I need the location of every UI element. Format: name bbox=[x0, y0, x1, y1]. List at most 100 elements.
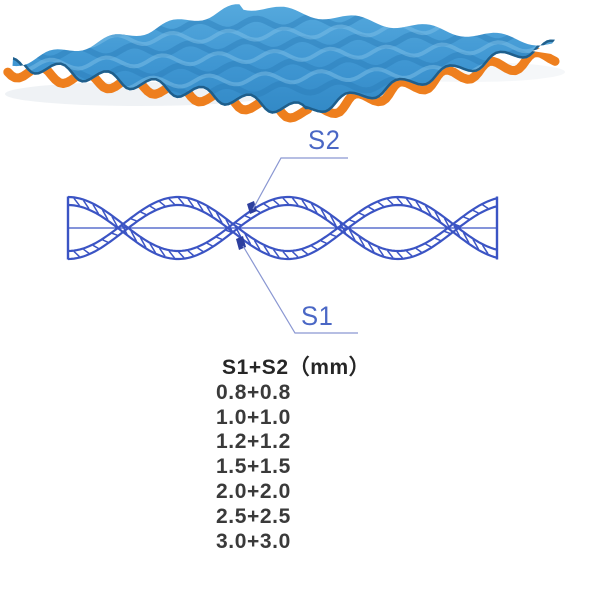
weave-hatch-mark bbox=[263, 203, 270, 209]
weave-hatch-mark bbox=[349, 219, 356, 223]
s1-leader-line bbox=[242, 245, 358, 334]
weave-hatch-mark bbox=[92, 244, 99, 250]
weave-hatch-mark bbox=[311, 245, 318, 250]
spec-row: 1.2+1.2 bbox=[216, 430, 291, 454]
weave-hatch-mark bbox=[225, 229, 232, 233]
weave-hatch-mark bbox=[462, 232, 470, 244]
weave-hatch-mark bbox=[73, 197, 81, 206]
spec-row: 2.0+2.0 bbox=[216, 479, 291, 503]
weave-hatch-mark bbox=[244, 215, 251, 219]
weave-hatch-mark bbox=[282, 251, 290, 259]
weave-hatch-mark bbox=[291, 251, 299, 258]
weave-hatch-mark bbox=[234, 226, 242, 238]
weave-hatch-mark bbox=[425, 243, 432, 248]
weave-hatch-mark bbox=[415, 247, 422, 253]
weave-hatch-mark bbox=[481, 244, 489, 255]
weave-hatch-mark bbox=[406, 250, 413, 257]
spec-table-header: S1+S2（mm） bbox=[222, 356, 371, 379]
weave-hatch-mark bbox=[358, 212, 365, 217]
weave-hatch-mark bbox=[177, 197, 185, 205]
s2-leader-line bbox=[252, 157, 348, 210]
weave-hatch-mark bbox=[102, 239, 109, 243]
weave-hatch-mark bbox=[140, 211, 147, 216]
weave-hatch-mark bbox=[282, 197, 290, 205]
weave-hatch-mark bbox=[168, 250, 176, 259]
weave-hatch-mark bbox=[196, 201, 204, 212]
weave-hatch-mark bbox=[291, 197, 299, 206]
weave-hatch-mark bbox=[272, 249, 280, 258]
weave-hatch-mark bbox=[83, 248, 90, 254]
weave-hatch-mark bbox=[472, 239, 480, 250]
weave-hatch-mark bbox=[368, 206, 375, 211]
texture-highlight-wave bbox=[12, 36, 555, 73]
weave-hatch-mark bbox=[197, 247, 204, 253]
weave-hatch-mark bbox=[216, 236, 223, 241]
weave-hatch-mark bbox=[301, 199, 309, 209]
weave-hatch-mark bbox=[111, 232, 118, 237]
weave-hatch-mark bbox=[263, 245, 271, 255]
weave-hatch-mark bbox=[149, 205, 156, 211]
weave-hatch-mark bbox=[396, 197, 404, 205]
cross-section-weave-diagram bbox=[66, 195, 499, 261]
weave-hatch-mark bbox=[443, 218, 451, 230]
weave-hatch-mark bbox=[367, 242, 375, 253]
weave-hatch-mark bbox=[330, 233, 337, 238]
weave-hatch-mark bbox=[225, 219, 233, 231]
weave-hatch-mark bbox=[215, 212, 223, 224]
leader-lines bbox=[242, 157, 358, 334]
weave-hatch-mark bbox=[130, 218, 137, 222]
weave-hatch-mark bbox=[273, 199, 280, 206]
weave-hatch-mark bbox=[329, 215, 337, 227]
weave-hatch-mark bbox=[396, 251, 404, 259]
spec-row: 3.0+3.0 bbox=[216, 529, 291, 553]
weave-hatch-mark bbox=[121, 225, 128, 229]
label-s2: S2 bbox=[308, 125, 341, 155]
texture-shade-wave bbox=[12, 25, 555, 64]
weave-hatch-mark bbox=[415, 200, 423, 211]
label-s1: S1 bbox=[301, 301, 334, 331]
weave-hatch-mark bbox=[235, 222, 242, 226]
weave-hatch-mark bbox=[168, 198, 176, 205]
spec-row: 2.5+2.5 bbox=[216, 504, 291, 528]
weave-hatch-mark bbox=[310, 203, 318, 214]
weave-hatch-mark bbox=[187, 198, 195, 208]
weave-hatch-mark bbox=[73, 250, 81, 258]
weave-hatch-mark bbox=[177, 251, 185, 259]
weave-hatch-mark bbox=[377, 201, 384, 207]
weave-hatch-mark bbox=[339, 226, 346, 230]
s2-thickness-mark bbox=[247, 201, 257, 214]
weave-hatch-mark bbox=[130, 230, 138, 242]
weave-hatch-mark bbox=[482, 204, 489, 210]
spec-row: 1.0+1.0 bbox=[216, 405, 291, 429]
sheet-tip-notch bbox=[532, 43, 558, 55]
weave-hatch-mark bbox=[111, 216, 119, 228]
weave-ribbon-edge bbox=[67, 195, 498, 253]
weave-hatch-mark bbox=[405, 198, 413, 207]
weave-hatch-mark bbox=[444, 230, 451, 235]
weave-hatch-mark bbox=[187, 250, 194, 257]
orange-strand-path bbox=[3, 47, 560, 123]
weave-hatch-mark bbox=[158, 247, 166, 257]
weave-hatch-mark bbox=[301, 249, 308, 255]
sheet-front-edge bbox=[12, 36, 555, 114]
weave-hatch-mark bbox=[463, 216, 470, 220]
weave-hatch-mark bbox=[434, 237, 441, 242]
weave-hatch-mark bbox=[82, 200, 90, 210]
weave-hatch-mark bbox=[253, 240, 261, 251]
weave-hatch-mark bbox=[386, 198, 394, 205]
spec-row: 1.5+1.5 bbox=[216, 455, 291, 479]
weave-hatch-mark bbox=[101, 209, 109, 221]
weave-hatch-mark bbox=[386, 250, 394, 259]
weave-hatch-mark bbox=[244, 233, 252, 245]
weave-hatch-mark bbox=[377, 247, 385, 257]
weave-hatch-mark bbox=[320, 208, 328, 220]
weave-hatch-mark bbox=[159, 200, 166, 207]
spec-row: 0.8+0.8 bbox=[216, 380, 291, 404]
weave-ribbon-edge bbox=[67, 203, 498, 261]
weave-hatch-mark bbox=[320, 240, 327, 245]
weave-hatch-mark bbox=[358, 236, 366, 248]
weave-hatch-mark bbox=[472, 209, 479, 214]
spec-table: S1+S2（mm） 0.8+0.8 1.0+1.0 1.2+1.2 1.5+1.… bbox=[216, 356, 370, 554]
